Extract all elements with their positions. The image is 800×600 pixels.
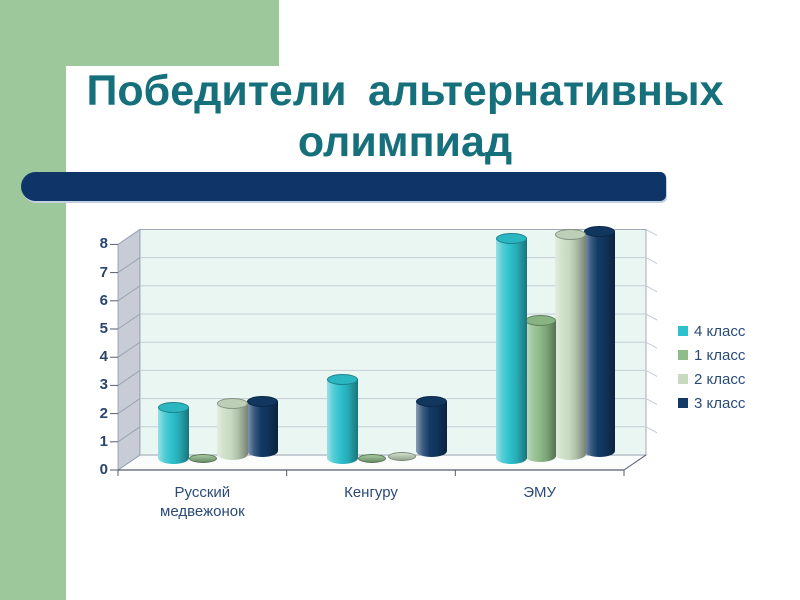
legend-swatch	[678, 398, 688, 408]
legend-item: 2 класс	[678, 367, 745, 391]
legend-label: 3 класс	[694, 394, 746, 412]
legend-swatch	[678, 350, 688, 360]
slide-title: Победители альтернативных олимпиад	[86, 67, 724, 166]
legend-swatch	[678, 374, 688, 384]
legend-label: 2 класс	[694, 370, 746, 388]
accent-strip-left-green	[0, 0, 66, 600]
chart-legend: 4 класс 1 класс 2 класс 3 класс	[678, 319, 745, 415]
chart-plot-svg	[110, 228, 658, 476]
divider-bar	[21, 172, 666, 201]
legend-swatch	[678, 326, 688, 336]
legend-label: 1 класс	[694, 346, 746, 364]
legend-label: 4 класс	[694, 322, 746, 340]
legend-item: 3 класс	[678, 391, 745, 415]
legend-item: 1 класс	[678, 343, 745, 367]
legend-item: 4 класс	[678, 319, 745, 343]
